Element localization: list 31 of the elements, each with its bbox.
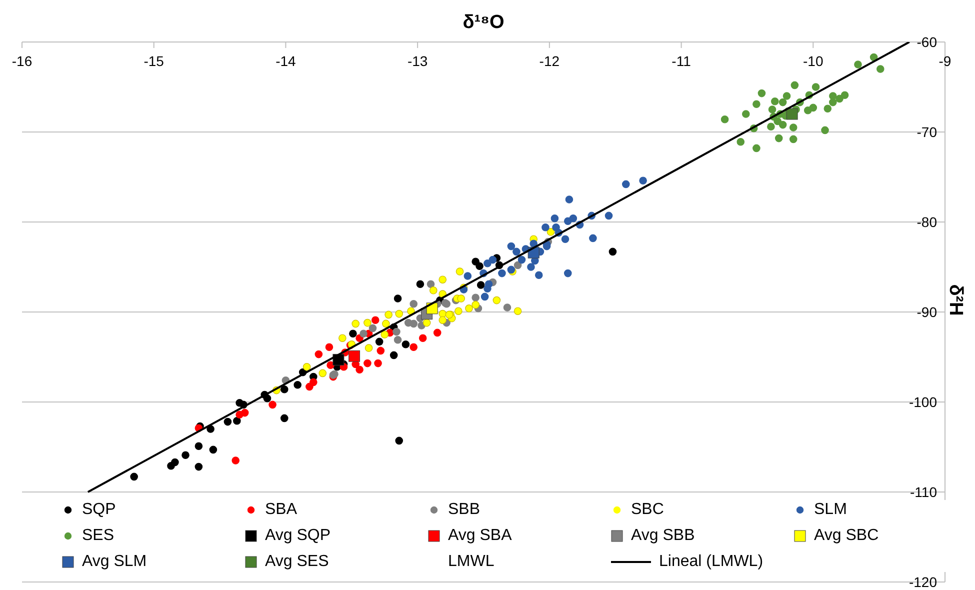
x-tick-label: -16	[12, 52, 32, 69]
y-tick-label: -120	[908, 574, 938, 590]
legend-label: SBB	[448, 501, 480, 519]
x-tick-label: -12	[539, 52, 560, 69]
x-tick-label: -9	[938, 52, 952, 69]
legend-label: Avg SBA	[448, 527, 512, 545]
legend-label: Avg SBC	[814, 527, 879, 545]
x-tick-label: -15	[144, 52, 164, 69]
legend-label: Avg SBB	[631, 527, 695, 545]
legend-label: Avg SLM	[82, 553, 147, 571]
x-axis-title: δ¹⁸O	[462, 12, 506, 34]
y-tick-label: -90	[916, 304, 938, 320]
x-tick-label: -11	[672, 52, 692, 69]
x-tick-label: -13	[407, 52, 428, 69]
legend-label: Avg SQP	[265, 527, 331, 545]
y-tick-label: -110	[910, 484, 938, 500]
y-tick-label: -60	[916, 34, 938, 50]
legend-label: SBC	[631, 501, 664, 519]
x-tick-label: -14	[276, 52, 296, 69]
legend-label: SQP	[82, 501, 116, 519]
y-axis-title: δ²H	[944, 283, 966, 318]
y-tick-label: -100	[908, 394, 938, 410]
legend-label: SBA	[265, 501, 298, 519]
y-tick-label: -80	[916, 214, 938, 230]
legend-label: SLM	[814, 501, 847, 519]
legend-label: Lineal (LMWL)	[659, 553, 764, 571]
legend-label: Avg SES	[265, 553, 329, 571]
y-tick-label: -70	[916, 124, 938, 140]
x-tick-label: -10	[803, 52, 824, 69]
text: LMWL	[448, 553, 494, 571]
legend-label: SES	[82, 527, 114, 545]
